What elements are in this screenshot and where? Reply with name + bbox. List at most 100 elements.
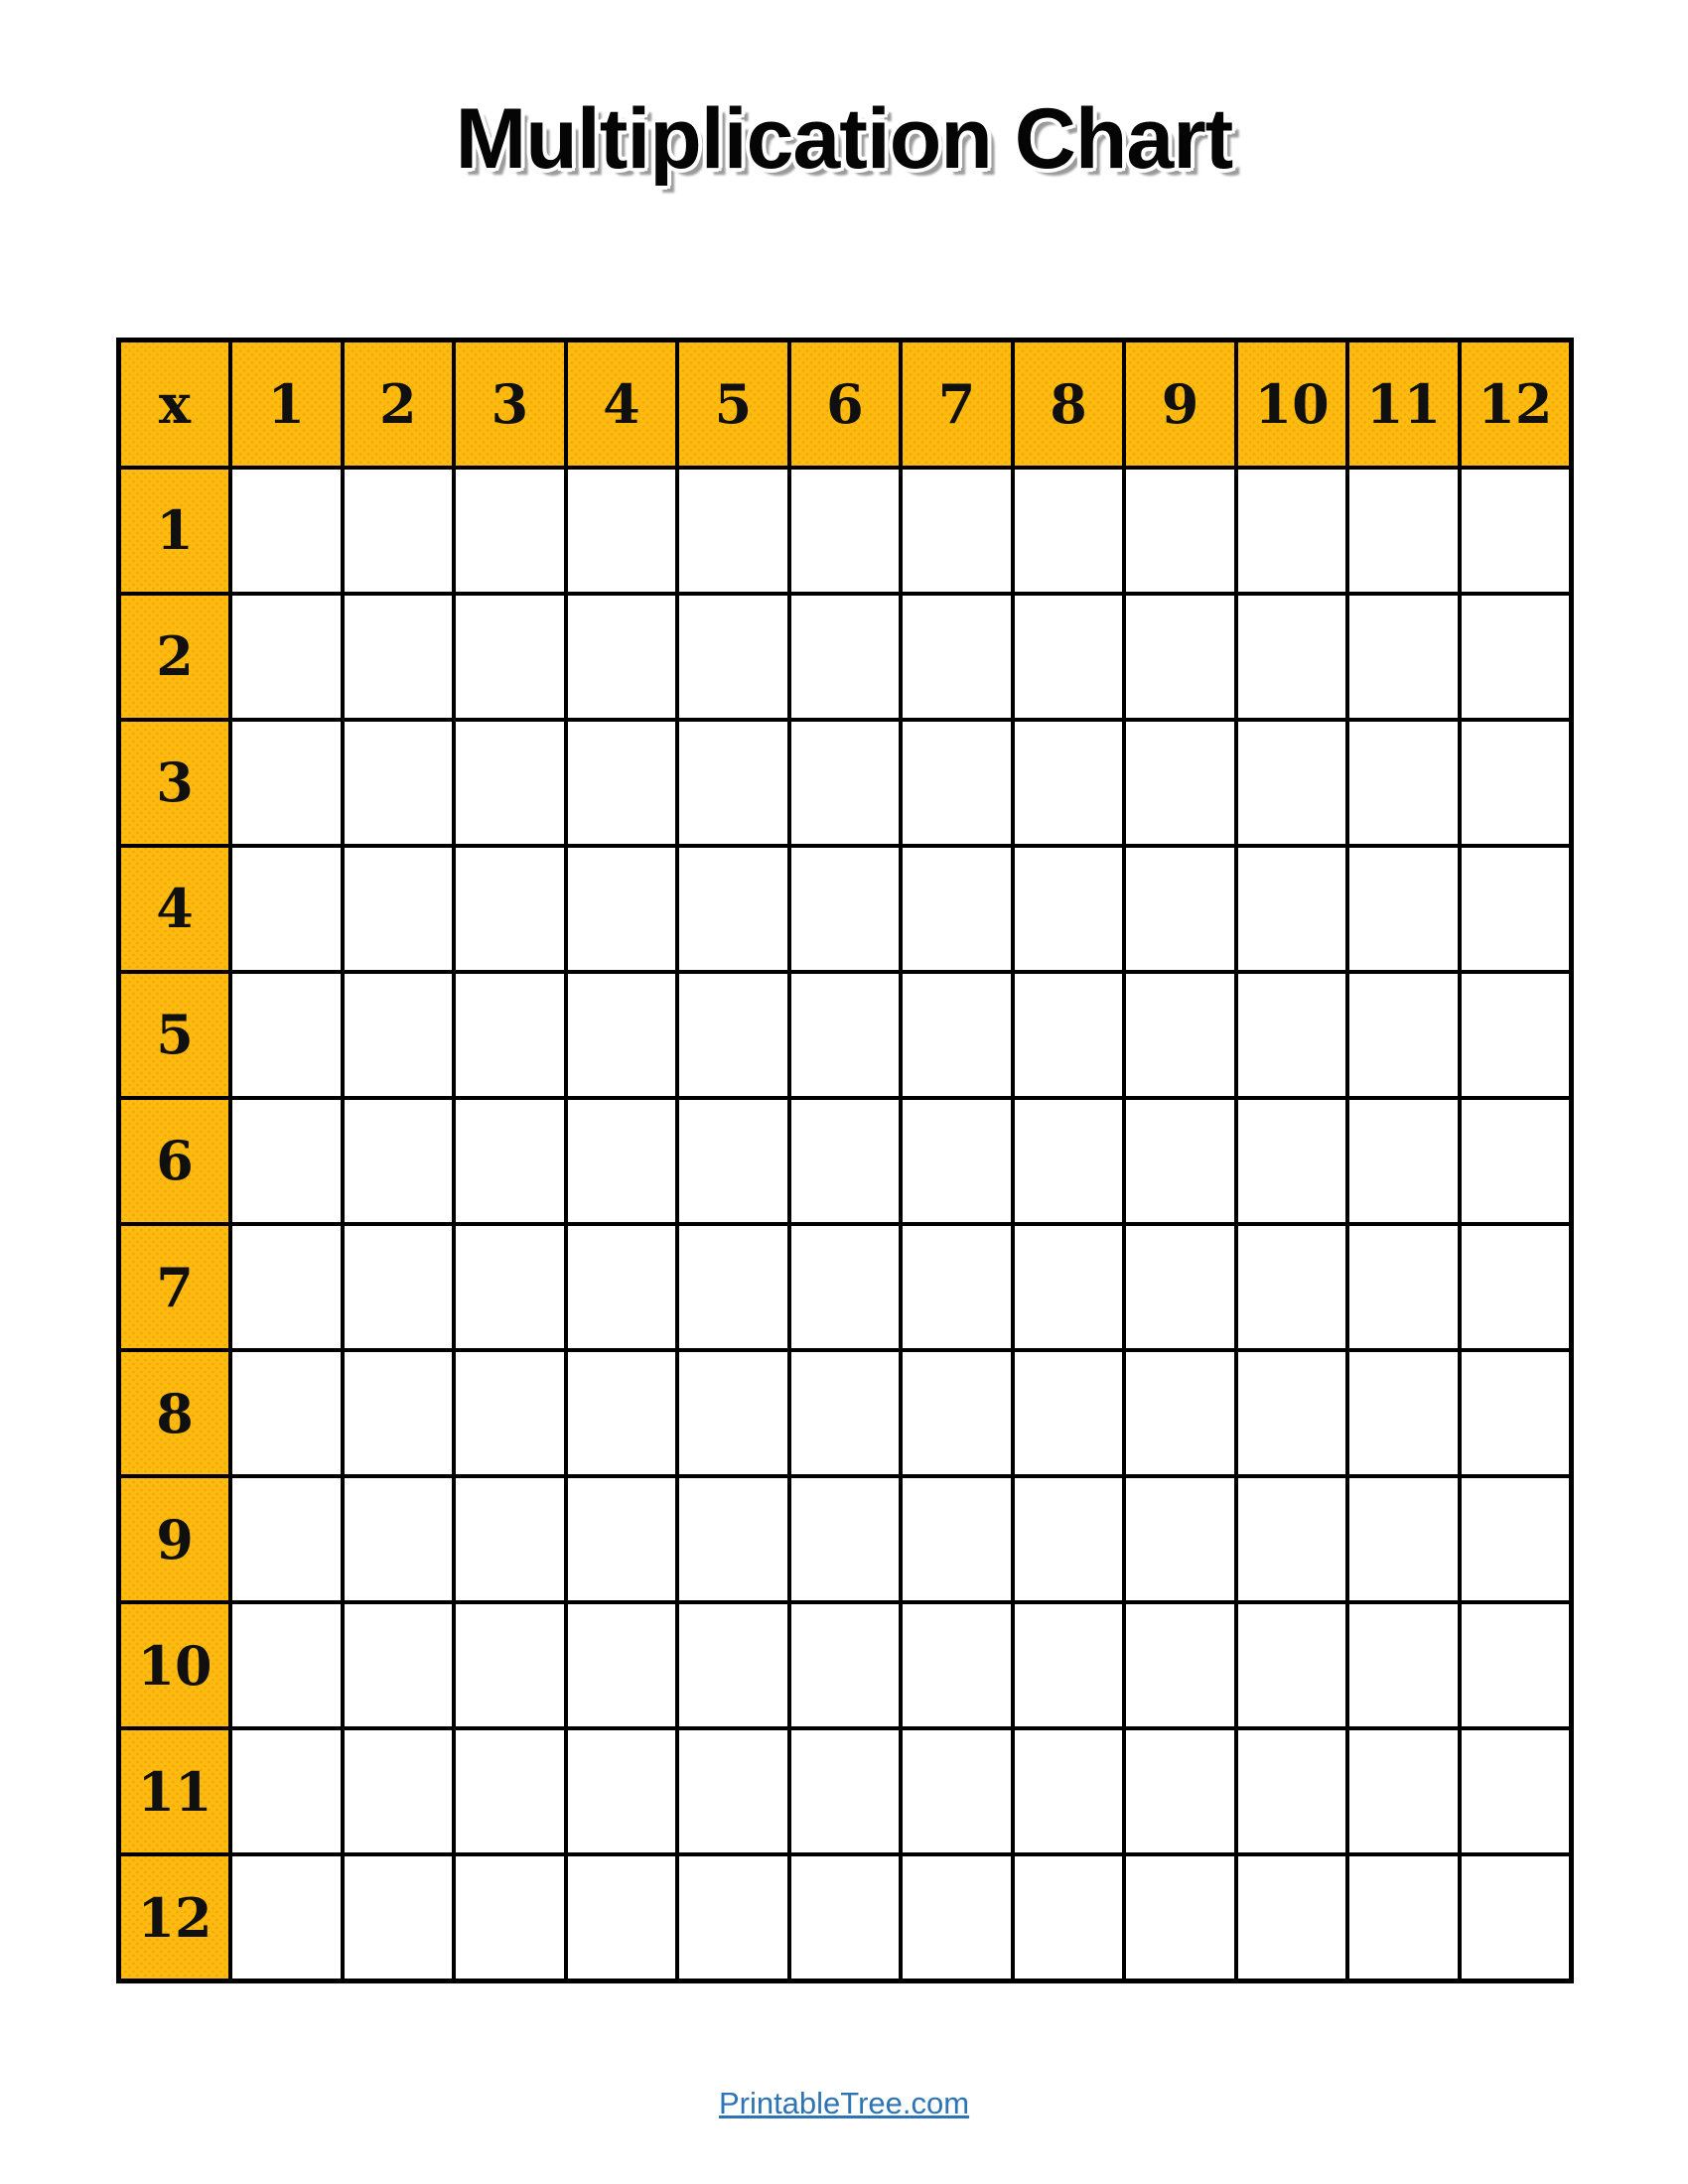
column-header-12: 12: [1457, 338, 1574, 470]
grid-cell-10x1: [228, 1600, 345, 1731]
grid-cell-11x10: [1233, 1726, 1350, 1857]
grid-cell-12x12: [1457, 1852, 1574, 1983]
row-header-1: 1: [116, 465, 233, 596]
grid-cell-10x12: [1457, 1600, 1574, 1731]
grid-cell-4x5: [675, 843, 791, 974]
grid-cell-1x2: [340, 465, 457, 596]
grid-cell-4x3: [452, 843, 568, 974]
grid-cell-6x2: [340, 1095, 457, 1226]
grid-cell-3x7: [899, 717, 1015, 848]
grid-cell-6x11: [1345, 1095, 1462, 1226]
grid-cell-4x8: [1010, 843, 1127, 974]
grid-cell-6x7: [899, 1095, 1015, 1226]
grid-cell-10x6: [786, 1600, 904, 1731]
page-title: Multiplication Chart: [0, 96, 1688, 182]
grid-cell-12x11: [1345, 1852, 1462, 1983]
grid-cell-12x4: [563, 1852, 680, 1983]
grid-cell-12x9: [1122, 1852, 1238, 1983]
grid-cell-12x5: [675, 1852, 791, 1983]
row-header-7: 7: [116, 1221, 233, 1353]
grid-cell-11x3: [452, 1726, 568, 1857]
grid-cell-8x5: [675, 1348, 791, 1479]
grid-cell-4x12: [1457, 843, 1574, 974]
grid-cell-3x4: [563, 717, 680, 848]
table-row-4: 4: [116, 843, 1574, 974]
grid-cell-6x12: [1457, 1095, 1574, 1226]
grid-cell-4x2: [340, 843, 457, 974]
row-header-11: 11: [116, 1726, 233, 1857]
grid-cell-10x4: [563, 1600, 680, 1731]
grid-cell-3x11: [1345, 717, 1462, 848]
grid-cell-2x5: [675, 591, 791, 722]
grid-cell-8x12: [1457, 1348, 1574, 1479]
grid-cell-3x9: [1122, 717, 1238, 848]
grid-cell-4x6: [786, 843, 904, 974]
grid-cell-1x12: [1457, 465, 1574, 596]
grid-cell-8x7: [899, 1348, 1015, 1479]
grid-cell-11x8: [1010, 1726, 1127, 1857]
grid-cell-8x9: [1122, 1348, 1238, 1479]
grid-cell-3x5: [675, 717, 791, 848]
grid-cell-7x6: [786, 1221, 904, 1353]
grid-cell-11x7: [899, 1726, 1015, 1857]
grid-cell-10x5: [675, 1600, 791, 1731]
grid-cell-2x11: [1345, 591, 1462, 722]
table-row-8: 8: [116, 1348, 1574, 1479]
grid-cell-2x6: [786, 591, 904, 722]
header-row: x 1 2 3 4 5 6 7 8 9 10 11 12: [116, 338, 1574, 470]
row-header-9: 9: [116, 1474, 233, 1605]
grid-cell-1x9: [1122, 465, 1238, 596]
printabletree-link[interactable]: PrintableTree.com: [718, 2086, 970, 2120]
grid-cell-3x10: [1233, 717, 1350, 848]
column-header-4: 4: [563, 338, 680, 470]
grid-cell-11x5: [675, 1726, 791, 1857]
column-header-3: 3: [452, 338, 568, 470]
grid-cell-11x2: [340, 1726, 457, 1857]
grid-cell-12x2: [340, 1852, 457, 1983]
grid-cell-7x12: [1457, 1221, 1574, 1353]
grid-cell-10x2: [340, 1600, 457, 1731]
footer: PrintableTree.com: [0, 2086, 1688, 2121]
column-header-8: 8: [1010, 338, 1127, 470]
table-row-3: 3: [116, 717, 1574, 848]
grid-cell-7x8: [1010, 1221, 1127, 1353]
grid-cell-9x11: [1345, 1474, 1462, 1605]
grid-cell-2x7: [899, 591, 1015, 722]
grid-cell-5x2: [340, 969, 457, 1100]
grid-cell-5x3: [452, 969, 568, 1100]
grid-cell-5x12: [1457, 969, 1574, 1100]
column-header-5: 5: [675, 338, 791, 470]
grid-cell-4x7: [899, 843, 1015, 974]
grid-cell-7x9: [1122, 1221, 1238, 1353]
grid-cell-11x4: [563, 1726, 680, 1857]
grid-cell-7x2: [340, 1221, 457, 1353]
grid-cell-4x11: [1345, 843, 1462, 974]
grid-cell-5x11: [1345, 969, 1462, 1100]
grid-cell-12x10: [1233, 1852, 1350, 1983]
grid-cell-3x6: [786, 717, 904, 848]
grid-cell-6x1: [228, 1095, 345, 1226]
table-body: 1 2 3 4 5 6 7 8 9 10 11 12: [116, 465, 1574, 1983]
grid-cell-5x7: [899, 969, 1015, 1100]
grid-cell-8x6: [786, 1348, 904, 1479]
table-row-11: 11: [116, 1726, 1574, 1857]
grid-cell-3x12: [1457, 717, 1574, 848]
grid-cell-5x5: [675, 969, 791, 1100]
grid-cell-12x8: [1010, 1852, 1127, 1983]
grid-cell-11x11: [1345, 1726, 1462, 1857]
table-header-row: x 1 2 3 4 5 6 7 8 9 10 11 12: [116, 338, 1574, 470]
grid-cell-8x8: [1010, 1348, 1127, 1479]
grid-cell-7x3: [452, 1221, 568, 1353]
grid-cell-12x1: [228, 1852, 345, 1983]
grid-cell-7x10: [1233, 1221, 1350, 1353]
grid-cell-7x1: [228, 1221, 345, 1353]
row-header-12: 12: [116, 1852, 233, 1983]
grid-cell-1x10: [1233, 465, 1350, 596]
grid-cell-2x3: [452, 591, 568, 722]
corner-header-x: x: [116, 338, 233, 470]
grid-cell-9x1: [228, 1474, 345, 1605]
grid-cell-10x11: [1345, 1600, 1462, 1731]
grid-cell-6x5: [675, 1095, 791, 1226]
grid-cell-5x6: [786, 969, 904, 1100]
grid-cell-2x4: [563, 591, 680, 722]
